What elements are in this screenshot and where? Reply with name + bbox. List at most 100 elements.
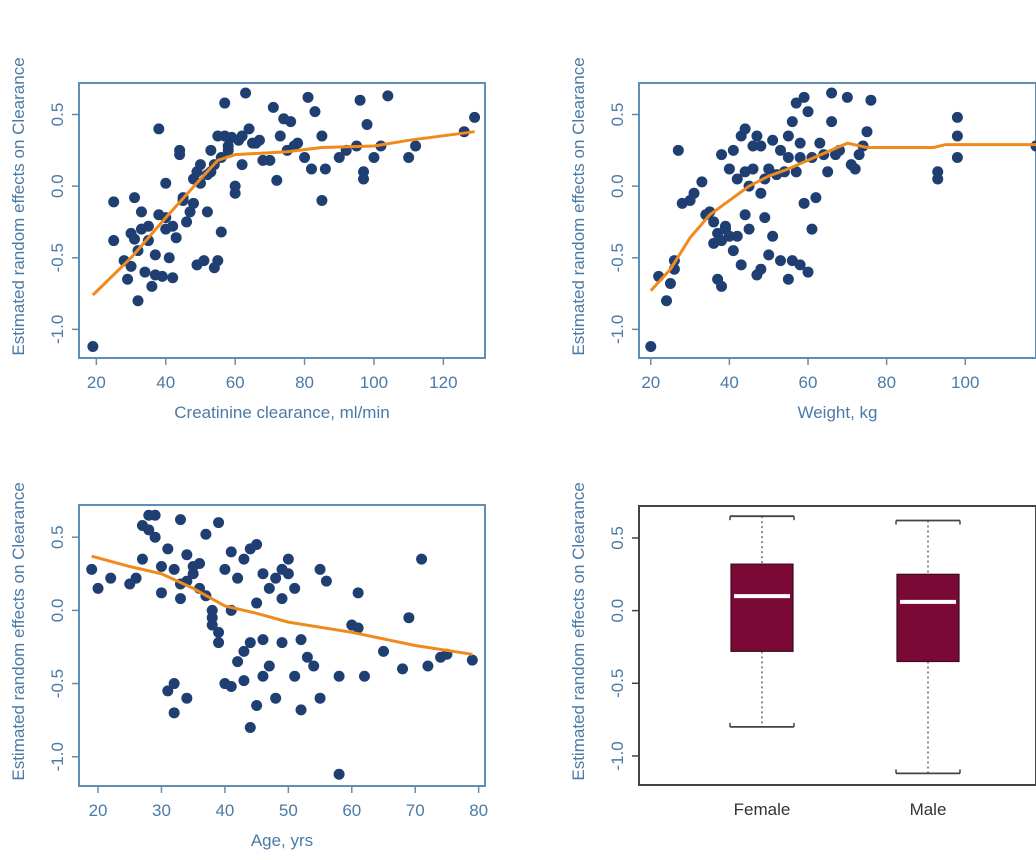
smooth-line xyxy=(91,130,475,297)
data-point xyxy=(188,197,200,209)
data-point xyxy=(932,173,944,185)
data-point xyxy=(219,97,231,109)
data-point xyxy=(232,572,244,584)
x-tick-label: 80 xyxy=(877,373,896,392)
data-point xyxy=(416,553,428,565)
data-point xyxy=(790,166,802,178)
data-point xyxy=(403,151,415,163)
data-point xyxy=(802,266,814,278)
data-point xyxy=(739,209,751,221)
data-point xyxy=(198,255,210,267)
data-point xyxy=(316,130,328,142)
data-point xyxy=(156,270,168,282)
x-axis: 20 40 60 80 100 xyxy=(641,358,979,392)
data-point xyxy=(143,524,155,536)
data-point xyxy=(108,235,120,247)
y-axis-label: Estimated random effects on Clearance xyxy=(569,57,588,355)
data-point xyxy=(155,560,167,572)
data-point xyxy=(469,111,481,123)
data-point xyxy=(731,173,743,185)
category-label: Female xyxy=(734,800,791,819)
data-point xyxy=(775,255,787,267)
x-tick-label: 30 xyxy=(152,801,171,820)
data-point xyxy=(251,539,263,551)
data-point xyxy=(240,87,252,99)
smooth-line xyxy=(649,141,1036,292)
data-point xyxy=(87,341,99,353)
data-point xyxy=(739,123,751,135)
data-point xyxy=(184,206,196,218)
data-point xyxy=(951,130,963,142)
y-tick-label: -1.0 xyxy=(608,315,627,344)
data-point xyxy=(798,91,810,103)
data-point xyxy=(155,587,167,599)
data-point xyxy=(810,192,822,204)
x-tick-label: 60 xyxy=(342,801,361,820)
data-point xyxy=(132,295,144,307)
data-point xyxy=(251,700,263,712)
data-point xyxy=(146,280,158,292)
data-point xyxy=(129,233,141,245)
data-point xyxy=(755,187,767,199)
data-point xyxy=(382,90,394,102)
x-axis: 20 30 40 50 60 70 80 xyxy=(89,786,488,820)
data-point xyxy=(130,572,142,584)
data-point xyxy=(664,278,676,290)
data-point xyxy=(696,176,708,188)
data-point xyxy=(716,280,728,292)
data-point xyxy=(806,223,818,235)
x-tick-label: 80 xyxy=(469,801,488,820)
x-axis: 20 40 60 80 100 120 xyxy=(87,358,458,392)
data-point xyxy=(162,685,174,697)
data-point xyxy=(292,137,304,149)
data-point xyxy=(213,517,225,529)
data-point xyxy=(755,263,767,275)
data-point xyxy=(86,563,98,575)
data-point xyxy=(865,94,877,106)
data-point xyxy=(244,721,256,733)
data-point xyxy=(271,174,283,186)
data-point xyxy=(786,116,798,128)
x-tick-label: 60 xyxy=(226,373,245,392)
y-tick-label: 0.5 xyxy=(608,526,627,550)
data-point xyxy=(276,593,288,605)
data-point xyxy=(731,230,743,242)
data-point xyxy=(149,249,161,261)
data-point xyxy=(236,159,248,171)
data-point xyxy=(822,166,834,178)
data-point xyxy=(727,245,739,257)
data-point xyxy=(755,140,767,152)
data-point xyxy=(213,637,225,649)
data-point xyxy=(814,137,826,149)
data-point xyxy=(238,553,250,565)
data-point xyxy=(270,692,282,704)
data-point xyxy=(352,622,364,634)
data-point xyxy=(153,123,165,135)
data-point xyxy=(168,707,180,719)
data-point xyxy=(167,220,179,232)
data-point xyxy=(743,223,755,235)
data-point xyxy=(175,514,186,526)
data-point xyxy=(716,149,728,161)
y-axis: -1.0 -0.5 0.0 0.5 xyxy=(608,526,639,771)
smooth-line xyxy=(91,554,473,656)
data-point xyxy=(142,220,154,232)
y-tick-label: 0.5 xyxy=(48,525,67,549)
data-point xyxy=(270,572,282,584)
data-point xyxy=(181,216,193,228)
data-point xyxy=(723,230,735,242)
data-point xyxy=(826,116,838,128)
x-tick-label: 20 xyxy=(87,373,106,392)
data-point xyxy=(775,144,787,156)
data-point xyxy=(841,91,853,103)
y-tick-label: -0.5 xyxy=(608,669,627,698)
data-point xyxy=(688,187,700,199)
data-point xyxy=(358,173,370,185)
y-tick-label: 0.0 xyxy=(48,174,67,198)
data-point xyxy=(763,163,775,175)
data-point xyxy=(397,663,409,675)
data-point xyxy=(244,637,256,649)
data-point xyxy=(243,123,255,135)
data-point xyxy=(645,341,657,353)
data-point xyxy=(708,216,720,228)
